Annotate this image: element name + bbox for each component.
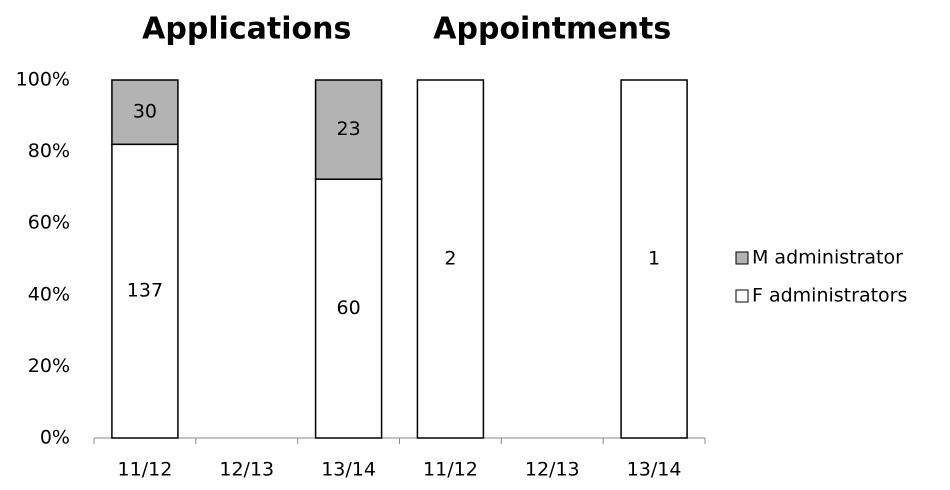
y-tick-label: 0% xyxy=(40,427,70,449)
y-tick-label: 20% xyxy=(28,355,70,377)
y-tick-label: 60% xyxy=(28,212,70,234)
data-label: 1 xyxy=(648,248,660,270)
x-tick-label: 11/12 xyxy=(118,459,173,481)
y-tick-label: 40% xyxy=(28,283,70,305)
legend-label: F administrators xyxy=(752,285,907,307)
bar-segment xyxy=(314,79,383,180)
data-label: 137 xyxy=(127,280,163,302)
y-tick-label: 80% xyxy=(28,140,70,162)
x-tick-label: 12/13 xyxy=(525,459,580,481)
legend-swatch xyxy=(735,251,749,265)
group-title: Appointments xyxy=(433,12,671,47)
bar-segment xyxy=(314,178,383,439)
group-title: Applications xyxy=(142,12,351,47)
data-label: 30 xyxy=(133,101,157,123)
x-tick-label: 11/12 xyxy=(423,459,478,481)
x-tick-label: 13/14 xyxy=(321,459,376,481)
legend-swatch xyxy=(735,289,749,303)
bar-segment xyxy=(620,79,688,439)
x-tick-label: 13/14 xyxy=(627,459,682,481)
bar-segment xyxy=(416,79,485,439)
y-tick-label: 100% xyxy=(16,69,70,91)
x-tick-label: 12/13 xyxy=(219,459,274,481)
bar-segment xyxy=(111,143,179,439)
data-label: 60 xyxy=(336,297,360,319)
data-label: 2 xyxy=(444,248,456,270)
data-label: 23 xyxy=(336,118,360,140)
bar-segment xyxy=(111,79,179,146)
legend-label: M administrator xyxy=(752,247,903,269)
